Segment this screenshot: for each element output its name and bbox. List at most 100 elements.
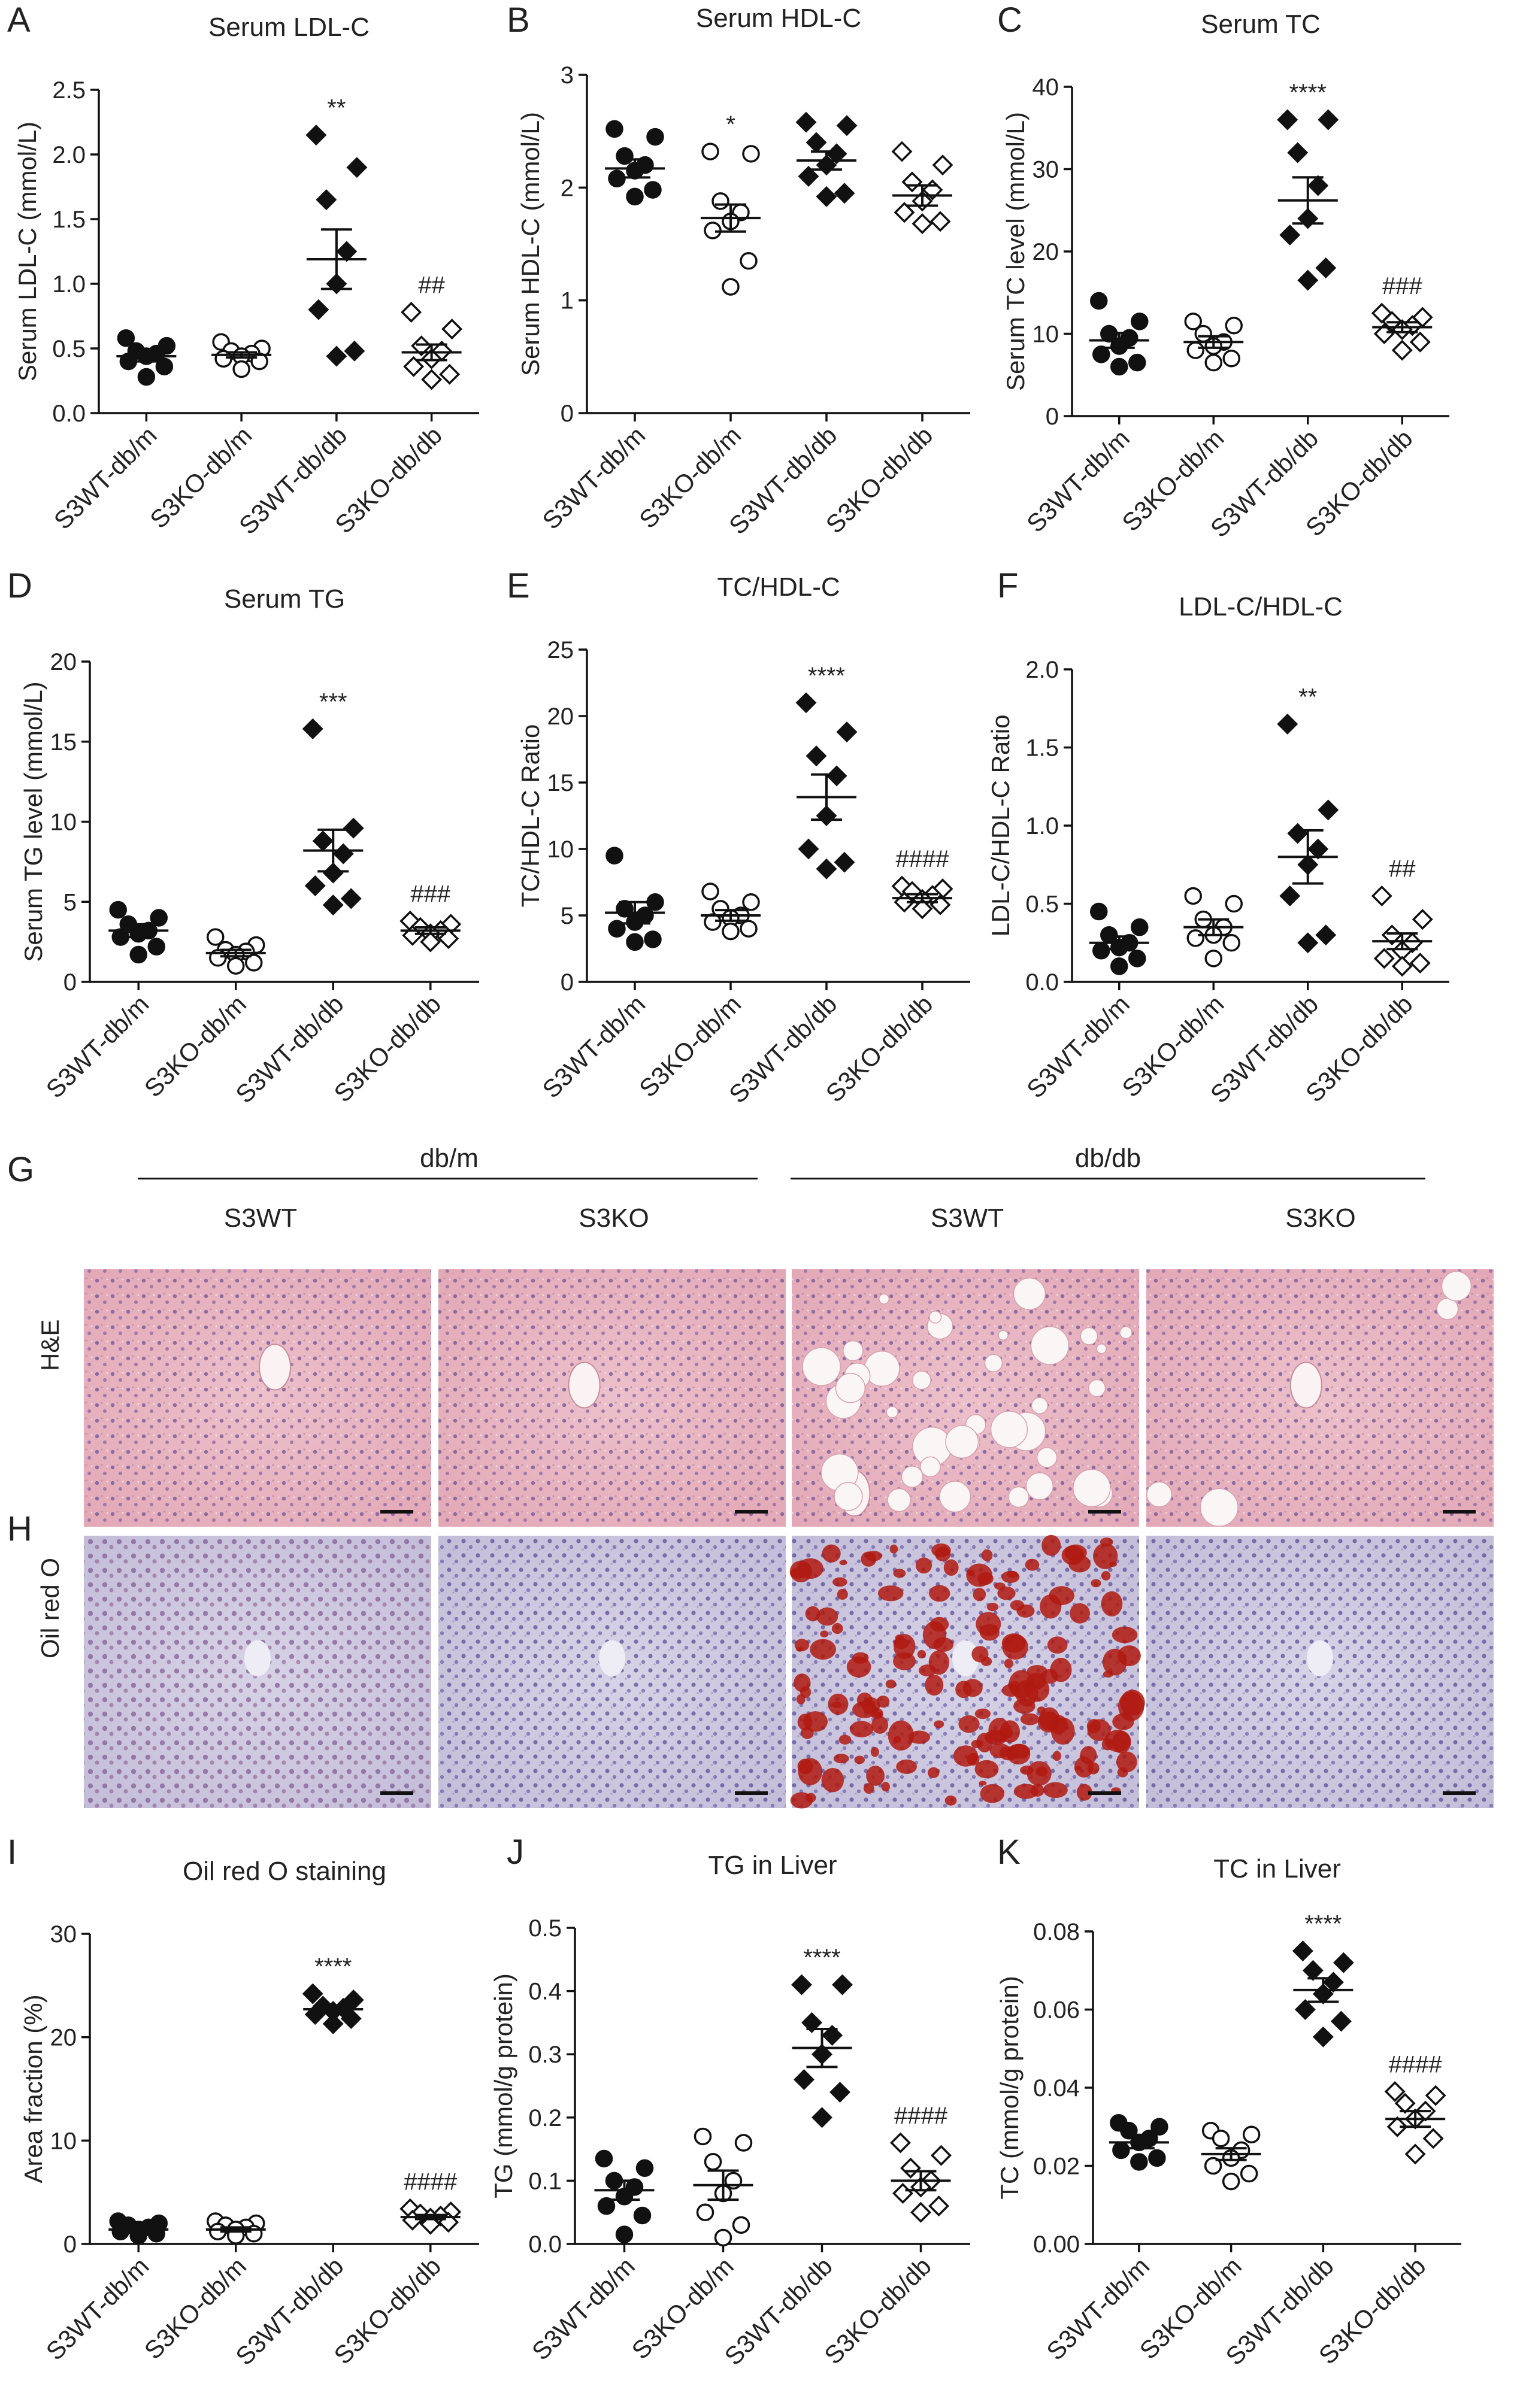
series-S3WT-db/m [1089, 902, 1149, 975]
lipid-droplet [929, 1585, 950, 1602]
y-tick-label: 20 [1032, 239, 1059, 265]
data-point [932, 154, 953, 176]
lipid-droplet [971, 1739, 983, 1748]
chart-panel-k: TC in Liver 0.00 0.02 0.04 0.06 0.08 TC (mmol/… [995, 1854, 1461, 2370]
data-point [346, 157, 368, 178]
lipid-vacuole [802, 1347, 841, 1386]
data-point [1110, 357, 1128, 376]
lipid-droplet [1030, 1784, 1044, 1797]
y-tick-label: 0.0 [1025, 969, 1059, 996]
data-point [155, 357, 174, 375]
scale-bar [1088, 1510, 1121, 1514]
data-point [1128, 353, 1146, 372]
y-tick-label: 1.0 [52, 271, 86, 298]
lipid-droplet [927, 1767, 940, 1778]
y-tick-label: 15 [50, 729, 77, 756]
series-S3WT-db/m [605, 120, 665, 206]
lipid-droplet [803, 1711, 828, 1732]
data-point [1373, 948, 1395, 969]
chart-panel-i: Oil red O staining 0 10 20 30 Area fraction (… [19, 1857, 479, 2370]
data-point [829, 2082, 850, 2103]
y-tick-label: 25 [547, 637, 574, 663]
data-point [646, 128, 664, 146]
data-point [332, 843, 354, 865]
y-tick-label: 1.5 [1025, 735, 1059, 762]
data-point [316, 189, 337, 211]
data-point [626, 933, 644, 951]
y-tick-label: 0.00 [1033, 2231, 1080, 2258]
significance-annotation: **** [808, 663, 845, 689]
lipid-droplet [896, 1759, 918, 1774]
panel-letter-b: B [507, 1, 530, 40]
data-point [1131, 918, 1149, 936]
lipid-vacuole [928, 1311, 942, 1324]
data-point [322, 894, 344, 916]
data-point [822, 2025, 843, 2046]
lipid-droplet [839, 1560, 847, 1566]
y-tick-label: 0.0 [528, 2231, 562, 2258]
panel-letter-e: E [507, 566, 530, 605]
data-point [836, 115, 858, 137]
data-point [740, 252, 758, 270]
scale-bar [380, 1510, 413, 1514]
lipid-vacuole [835, 1373, 866, 1403]
scale-bar [380, 1791, 413, 1795]
lipid-droplet [1007, 1743, 1031, 1765]
x-tick-label: S3KO-db/db [819, 2252, 937, 2370]
data-point [1333, 1952, 1354, 1973]
lipid-droplet [973, 1588, 986, 1602]
series-S3WT-db/db: **** [795, 663, 858, 880]
data-point [322, 862, 344, 884]
lipid-droplet [881, 1782, 890, 1792]
lipid-droplet [893, 1637, 909, 1649]
lipid-vacuole [1441, 1270, 1472, 1302]
lipid-droplet [1050, 1657, 1072, 1682]
central-vein [259, 1343, 291, 1391]
data-point [1287, 142, 1309, 163]
data-point [1150, 2118, 1168, 2136]
data-point [701, 882, 719, 900]
y-tick-label: 2.0 [1025, 657, 1059, 683]
lipid-droplet [989, 1743, 1011, 1758]
data-point [912, 213, 933, 235]
lipid-droplet [828, 1693, 849, 1715]
lipid-droplet [894, 1736, 901, 1743]
lipid-vacuole [945, 1425, 979, 1459]
lipid-droplet [888, 1720, 914, 1751]
data-point [608, 920, 626, 938]
lipid-droplet [805, 1606, 820, 1621]
chart-title: Serum LDL-C [208, 13, 370, 42]
y-tick-label: 0.4 [528, 1979, 562, 2005]
lipid-vacuole [998, 1330, 1009, 1341]
data-point [420, 931, 441, 953]
chart-title: Serum TC [1201, 10, 1321, 39]
data-point [117, 329, 135, 347]
y-tick-label: 1.0 [1025, 813, 1059, 839]
data-point [798, 838, 819, 860]
x-tick-label: S3WT-db/m [526, 2252, 640, 2365]
y-tick-label: 0 [1046, 404, 1059, 430]
series-S3KO-db/db: ### [1371, 273, 1433, 361]
y-axis-label: Serum TG level (mmol/L) [19, 681, 47, 962]
data-point [232, 360, 250, 378]
lipid-droplet [1043, 1782, 1068, 1799]
lipid-droplet [1009, 1670, 1034, 1699]
data-point [696, 2203, 714, 2221]
lipid-droplet [871, 1716, 889, 1734]
data-point [439, 363, 461, 385]
series-S3KO-db/db [891, 141, 953, 235]
data-point [1128, 950, 1146, 968]
data-point [1186, 341, 1204, 359]
data-point [1240, 2164, 1258, 2183]
data-point [1391, 956, 1413, 977]
scale-bar [1443, 1791, 1476, 1795]
lipid-vacuole [887, 1488, 912, 1512]
data-point [1294, 1999, 1316, 2020]
y-axis-label: TC (mmol/g protein) [995, 1976, 1024, 2199]
lipid-droplet [794, 1673, 811, 1693]
lipid-droplet [1109, 1561, 1118, 1567]
lipid-vacuole [1036, 1447, 1058, 1468]
data-point [1184, 887, 1202, 905]
y-axis-label: Serum LDL-C (mmol/L) [13, 122, 41, 381]
